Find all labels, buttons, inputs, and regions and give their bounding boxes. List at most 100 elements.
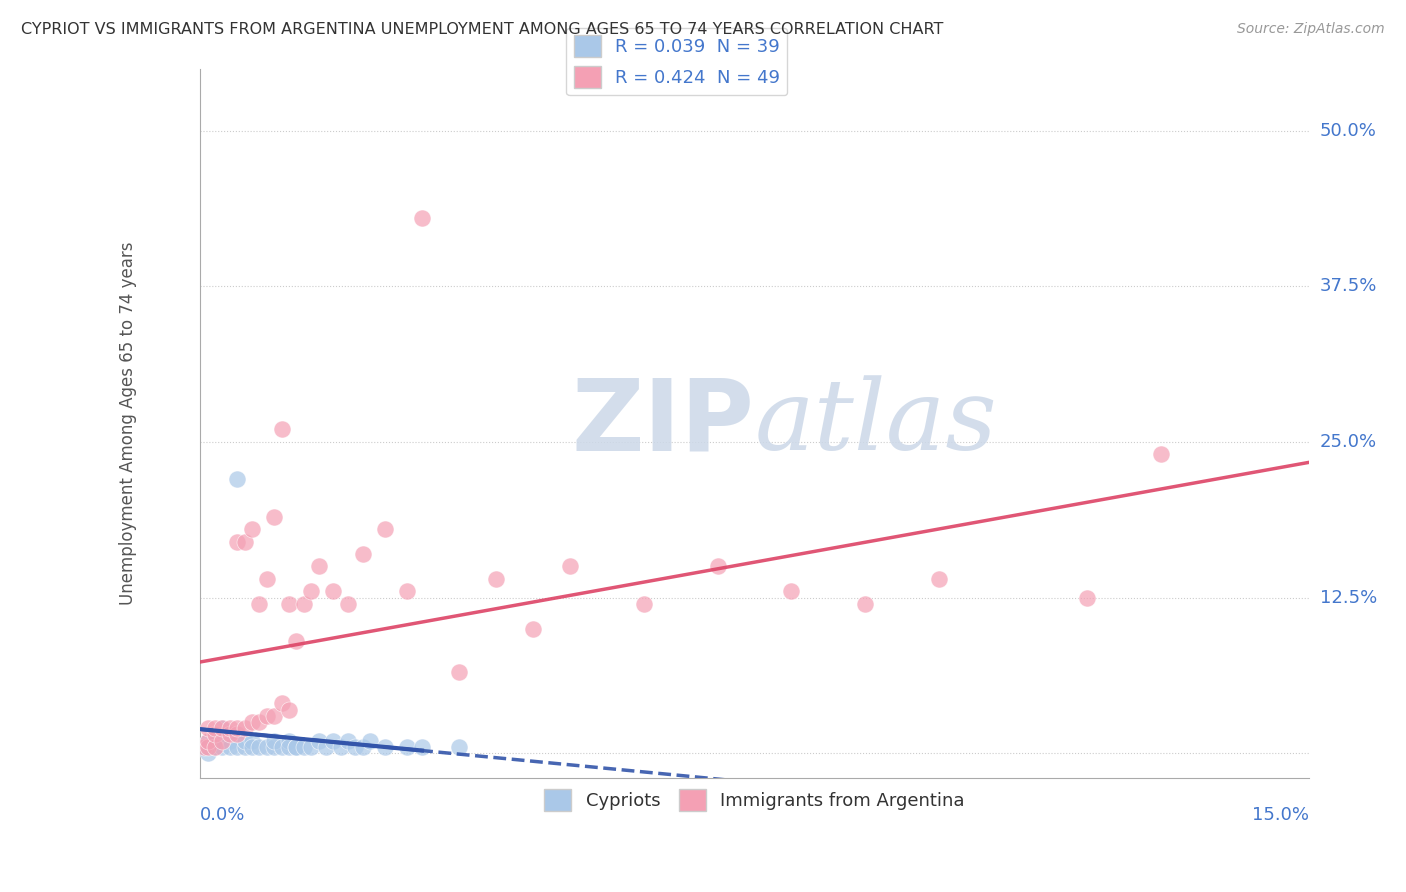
Point: [315, 739, 337, 754]
Point: [197, 739, 219, 754]
Text: ZIP: ZIP: [572, 375, 755, 472]
Point: [263, 708, 285, 723]
Point: [780, 584, 803, 599]
Point: [853, 597, 876, 611]
Point: [522, 622, 544, 636]
Point: [226, 472, 249, 486]
Point: [197, 733, 219, 747]
Point: [256, 572, 278, 586]
Point: [204, 721, 226, 735]
Point: [247, 597, 270, 611]
Point: [352, 739, 374, 754]
Point: [374, 522, 396, 536]
Point: [204, 739, 226, 754]
Point: [308, 559, 330, 574]
Point: [240, 739, 263, 754]
Point: [197, 746, 219, 760]
Text: 15.0%: 15.0%: [1251, 806, 1309, 824]
Point: [263, 509, 285, 524]
Point: [240, 733, 263, 747]
Point: [322, 733, 344, 747]
Point: [292, 739, 315, 754]
Point: [233, 733, 256, 747]
Point: [285, 739, 308, 754]
Point: [1150, 447, 1173, 461]
Point: [197, 721, 219, 735]
Point: [285, 739, 308, 754]
Text: 12.5%: 12.5%: [1320, 589, 1376, 607]
Point: [278, 597, 301, 611]
Text: 37.5%: 37.5%: [1320, 277, 1376, 295]
Point: [447, 665, 470, 680]
Point: [211, 739, 233, 754]
Point: [299, 739, 322, 754]
Point: [211, 721, 233, 735]
Legend: Cypriots, Immigrants from Argentina: Cypriots, Immigrants from Argentina: [537, 782, 972, 819]
Point: [247, 714, 270, 729]
Point: [411, 211, 433, 225]
Point: [211, 721, 233, 735]
Point: [374, 739, 396, 754]
Point: [226, 534, 249, 549]
Point: [337, 597, 360, 611]
Point: [197, 733, 219, 747]
Point: [285, 634, 308, 648]
Point: [292, 597, 315, 611]
Point: [278, 702, 301, 716]
Point: [226, 727, 249, 741]
Text: atlas: atlas: [755, 376, 997, 471]
Point: [322, 584, 344, 599]
Text: 50.0%: 50.0%: [1320, 121, 1376, 140]
Point: [359, 733, 381, 747]
Point: [240, 522, 263, 536]
Point: [263, 739, 285, 754]
Point: [256, 708, 278, 723]
Point: [308, 733, 330, 747]
Point: [218, 739, 240, 754]
Point: [396, 739, 419, 754]
Point: [263, 733, 285, 747]
Point: [218, 727, 240, 741]
Point: [197, 739, 219, 754]
Point: [1076, 591, 1098, 605]
Point: [270, 739, 292, 754]
Point: [218, 733, 240, 747]
Point: [344, 739, 367, 754]
Text: CYPRIOT VS IMMIGRANTS FROM ARGENTINA UNEMPLOYMENT AMONG AGES 65 TO 74 YEARS CORR: CYPRIOT VS IMMIGRANTS FROM ARGENTINA UNE…: [21, 22, 943, 37]
Point: [270, 422, 292, 436]
Point: [204, 733, 226, 747]
Text: 0.0%: 0.0%: [200, 806, 246, 824]
Point: [299, 584, 322, 599]
Point: [226, 739, 249, 754]
Point: [278, 739, 301, 754]
Point: [270, 696, 292, 710]
Text: Source: ZipAtlas.com: Source: ZipAtlas.com: [1237, 22, 1385, 37]
Point: [204, 739, 226, 754]
Point: [240, 714, 263, 729]
Text: 25.0%: 25.0%: [1320, 433, 1376, 451]
Point: [396, 584, 419, 599]
Point: [211, 733, 233, 747]
Point: [928, 572, 950, 586]
Point: [226, 721, 249, 735]
Point: [337, 733, 360, 747]
Point: [256, 739, 278, 754]
Point: [329, 739, 352, 754]
Point: [193, 739, 215, 754]
Point: [218, 721, 240, 735]
Point: [633, 597, 655, 611]
Point: [706, 559, 728, 574]
Point: [247, 739, 270, 754]
Point: [411, 739, 433, 754]
Point: [226, 727, 249, 741]
Point: [204, 727, 226, 741]
Point: [278, 733, 301, 747]
Point: [558, 559, 581, 574]
Point: [233, 534, 256, 549]
Point: [233, 739, 256, 754]
Point: [233, 721, 256, 735]
Point: [485, 572, 508, 586]
Point: [447, 739, 470, 754]
Text: Unemployment Among Ages 65 to 74 years: Unemployment Among Ages 65 to 74 years: [120, 242, 138, 605]
Point: [352, 547, 374, 561]
